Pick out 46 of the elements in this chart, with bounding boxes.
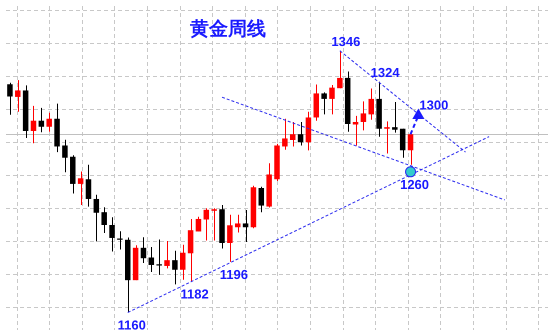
candlestick	[337, 50, 343, 89]
candlestick	[101, 206, 107, 234]
candlestick	[188, 218, 194, 282]
annotation: 1346	[331, 34, 360, 49]
candlestick	[227, 214, 233, 262]
candlestick	[298, 121, 304, 146]
candlestick	[62, 139, 68, 173]
chart-title: 黄金周线	[189, 18, 266, 40]
candlestick	[352, 115, 358, 146]
candlestick	[408, 134, 414, 166]
candlestick	[172, 250, 178, 285]
candlestick	[290, 121, 296, 147]
candlestick	[148, 246, 154, 273]
annotation: 1182	[180, 286, 209, 302]
candlestick	[94, 194, 100, 242]
annotation: 1300	[419, 98, 448, 113]
candlestick	[329, 84, 335, 115]
candlestick	[140, 236, 146, 264]
candlestick	[15, 80, 21, 112]
candlestick	[282, 118, 288, 150]
candlestick	[78, 171, 84, 206]
candlestick	[196, 216, 202, 232]
candlestick	[211, 208, 217, 241]
candlestick	[400, 128, 406, 158]
candlestick	[180, 244, 186, 280]
candlestick	[392, 101, 398, 134]
candlestick	[164, 240, 170, 269]
candlestick	[321, 92, 327, 115]
annotation: 1196	[220, 266, 248, 282]
candlestick	[204, 208, 210, 241]
candlestick	[7, 82, 13, 116]
candlestick	[234, 214, 240, 233]
annotation: 1160	[118, 318, 146, 333]
candlestick	[368, 88, 374, 120]
candlestick	[86, 164, 92, 208]
candlestick	[38, 107, 44, 133]
candlestick	[30, 105, 36, 144]
candlestick	[258, 186, 264, 213]
candlestick	[384, 120, 390, 154]
candlestick	[46, 112, 52, 132]
annotation: 1324	[370, 64, 400, 80]
annotation: 1260	[400, 176, 429, 192]
candlestick	[242, 209, 248, 243]
candlestick	[109, 216, 115, 252]
candlestick	[360, 100, 366, 131]
candlestick	[117, 230, 123, 250]
